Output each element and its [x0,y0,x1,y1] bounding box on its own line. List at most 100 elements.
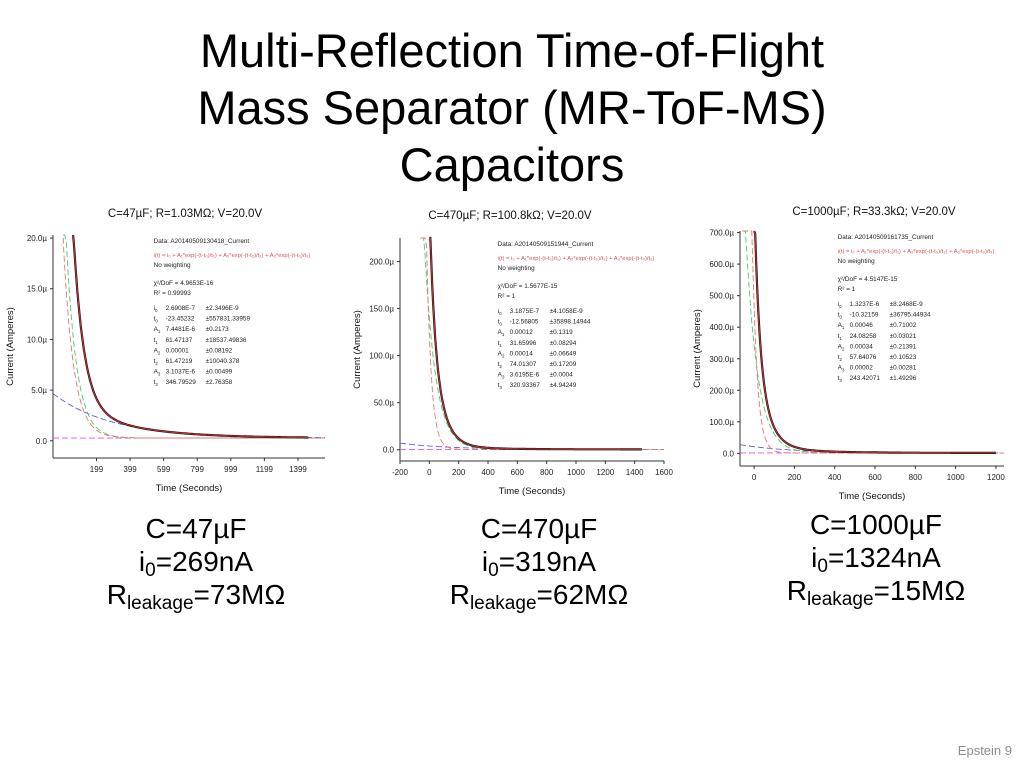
fit-param-value: -12.56805 [510,319,539,326]
fit-param-row: i0 2.6908E-7 ±2.3496E-9 [154,305,239,313]
fit-param-name: t1 [154,337,159,345]
fit-param-name: t2 [154,358,159,366]
fit-r2-label: R² = 1 [498,293,516,300]
fit-param-row: A1 0.00046 ±0.71002 [838,322,917,330]
x-tick-label: -200 [392,468,409,477]
fit-param-value: 0.00034 [850,343,874,350]
fit-param-value: 1.3237E-6 [850,301,880,308]
fit-weighting-label: No weighting [838,258,875,265]
fit-param-error: ±35898.14944 [550,319,591,326]
caption-c47: C=47µF i0=269nA Rleakage=73MΩ [46,512,346,614]
x-tick-label: 599 [157,465,171,474]
fit-equation-label: i(t) = i₀ + A₁*exp(-(t-t₀)/t₁) + A₂*exp(… [498,256,655,262]
fit-param-row: t0 -10.32159 ±36795.44934 [838,312,931,320]
fit-param-row: A2 0.00014 ±0.06649 [498,350,577,358]
fit-data-label: Data: A20140509151944_Current [498,241,594,248]
x-tick-label: 600 [868,473,882,482]
fit-param-error: ±18537.49836 [206,337,247,344]
fit-param-error: ±0.71002 [890,322,917,329]
caption-i-value: =269nA [155,546,254,577]
x-tick-label: 1399 [289,465,307,474]
title-line-2: Mass Separator (MR-ToF-MS) [197,81,827,134]
y-tick-label: 10.0µ [27,335,48,344]
caption-resistance: Rleakage=62MΩ [389,578,689,614]
fit-param-row: A1 7.4481E-6 ±0.2173 [154,326,229,334]
x-tick-label: 1000 [947,473,965,482]
caption-i-symbol: i [811,542,818,573]
fit-param-name: A2 [838,343,845,351]
x-tick-label: 399 [123,465,137,474]
fit-total-curve [72,234,309,438]
fit-param-value: 74.01307 [510,361,537,368]
slide-number: Epstein 9 [957,743,1012,758]
fit-data-label: Data: A20140509161735_Current [838,234,934,241]
caption-r-subscript: leakage [126,593,194,614]
x-tick-label: 0 [752,473,757,482]
y-tick-label: 300.0µ [709,355,734,364]
x-tick-label: 1200 [596,468,614,477]
fit-param-row: A1 0.00012 ±0.1319 [498,329,573,337]
fit-param-error: ±4.94249 [550,382,577,389]
y-tick-label: 600.0µ [709,260,734,269]
fit-weighting-label: No weighting [498,265,535,272]
fit-param-error: ±0.10523 [890,354,917,361]
y-tick-label: 200.0µ [369,258,394,267]
fit-param-error: ±36795.44934 [890,312,931,319]
fit-param-row: A3 3.1037E-6 ±0.00499 [154,369,233,377]
x-axis-label: Time (Seconds) [156,483,223,494]
caption-c1000: C=1000µF i0=1324nA Rleakage=15MΩ [726,508,1024,609]
chart-title: C=470µF; R=100.8kΩ; V=20.0V [428,210,592,222]
fit-param-error: ±0.03021 [890,333,917,340]
fit-data-label: Data: A20140509130418_Current [154,238,250,245]
x-tick-label: 0 [427,468,432,477]
fit-param-error: ±0.08192 [206,347,233,354]
caption-i-subscript: 0 [488,560,499,581]
fit-param-row: t1 24.08258 ±0.03021 [838,333,917,341]
x-tick-label: 800 [909,473,923,482]
fit-param-error: ±1.49296 [890,375,917,382]
fit-param-row: A2 0.00001 ±0.08192 [154,347,233,355]
fit-param-name: t0 [498,319,503,327]
x-tick-label: 1400 [626,468,644,477]
caption-capacitance: C=47µF [145,513,247,544]
fit-param-error: ±0.00281 [890,365,917,372]
caption-r-value: =73MΩ [193,579,286,610]
fit-param-row: t3 346.79529 ±2.76358 [154,379,233,387]
fit-param-error: ±0.06649 [550,350,577,357]
fit-param-name: t3 [498,382,503,390]
y-tick-label: 500.0µ [709,292,734,301]
caption-c470: C=470µF i0=319nA Rleakage=62MΩ [389,512,689,614]
y-tick-label: 200.0µ [709,386,734,395]
x-axis-label: Time (Seconds) [499,486,566,497]
fit-param-row: t2 74.01307 ±0.17209 [498,361,577,369]
fit-param-value: 61.47137 [166,337,193,344]
fit-param-error: ±557831.33959 [206,316,251,323]
fit-param-error: ±8.2468E-9 [890,301,923,308]
fit-param-value: -23.45232 [166,316,195,323]
caption-i-subscript: 0 [817,556,828,577]
fit-param-value: -10.32159 [850,312,879,319]
slide-title: Multi-Reflection Time-of-Flight Mass Sep… [0,22,1024,193]
caption-r-subscript: leakage [469,593,537,614]
y-axis-label: Current (Amperes) [692,309,703,388]
fit-param-error: ±2.3496E-9 [206,305,239,312]
fit-param-error: ±10040.378 [206,358,240,365]
fit-equation-label: i(t) = i₀ + A₁*exp(-(t-t₀)/t₁) + A₂*exp(… [154,253,311,259]
y-tick-label: 100.0µ [369,352,394,361]
fit-component-3 [52,393,325,439]
y-tick-label: 700.0µ [709,229,734,238]
fit-param-row: t3 320.93367 ±4.94249 [498,382,577,390]
fit-param-value: 3.1875E-7 [510,308,540,315]
fit-param-value: 31.65996 [510,340,537,347]
fit-param-error: ±0.1319 [550,329,573,336]
fit-param-error: ±2.76358 [206,379,233,386]
fit-param-name: t1 [498,340,503,348]
y-axis-label: Current (Amperes) [352,310,363,389]
caption-r-symbol: R [106,579,127,610]
chart-c47: C=47µF; R=1.03MΩ; V=20.0V 0.0 5.0µ 10.0µ 15.… [5,208,325,494]
fit-param-name: i0 [154,305,158,313]
caption-current: i0=1324nA [726,541,1024,577]
chart-c1000: C=1000µF; R=33.3kΩ; V=20.0V 0.0 100.0µ 200.… [692,206,1005,502]
fit-param-name: i0 [838,301,842,309]
caption-i-symbol: i [481,546,489,577]
